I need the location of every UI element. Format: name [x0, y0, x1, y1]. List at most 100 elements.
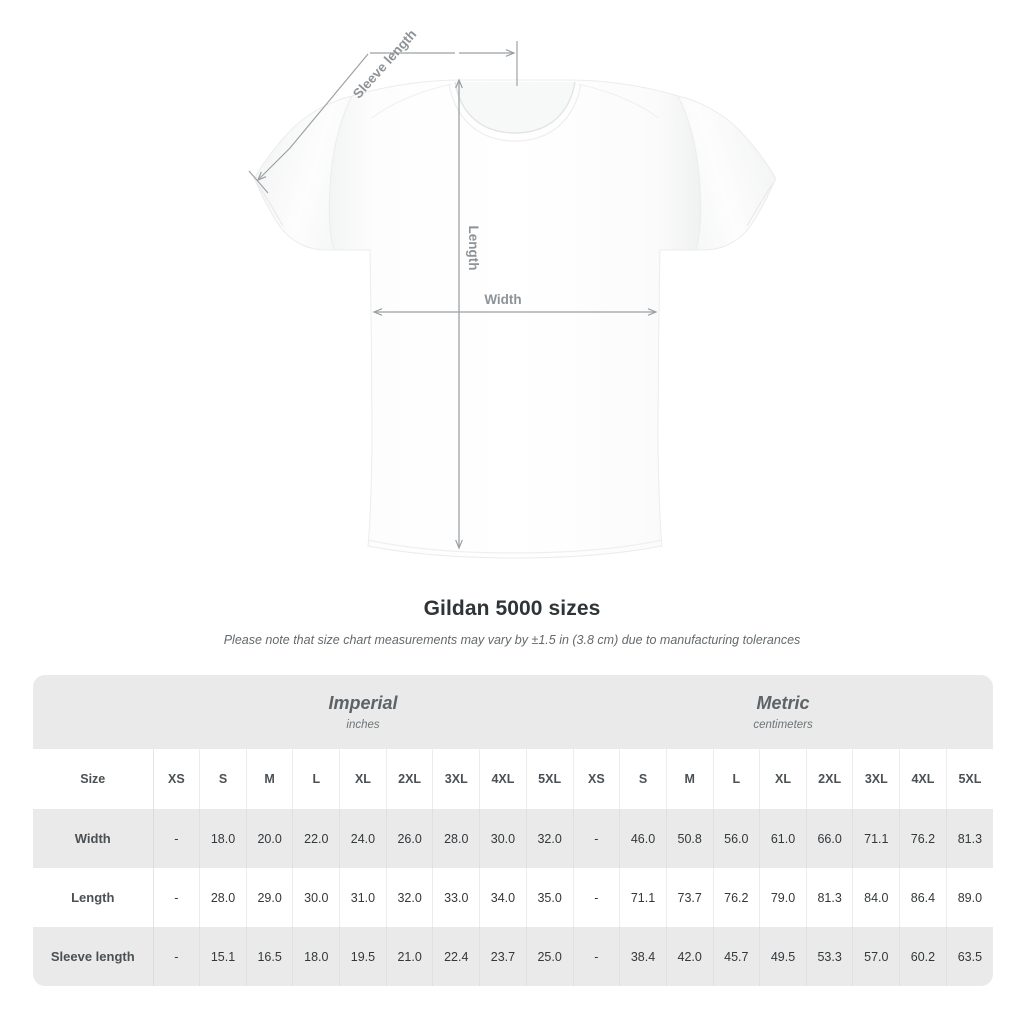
sleeve-length-arrow — [256, 53, 369, 182]
size-header-4xl: 4XL — [899, 749, 947, 809]
cell-sleeve-length-metric-m: 42.0 — [666, 927, 714, 986]
measurement-label-sleeve-length: Sleeve length — [33, 927, 154, 986]
unit-subtitle: centimeters — [753, 718, 813, 731]
table-row: Width -18.0 20.0 22.0 24.0 26.0 28.0 30.0 32.0-4… — [33, 809, 994, 868]
size-header-m: M — [246, 749, 294, 809]
cell-length-metric-s: 71.1 — [619, 868, 667, 927]
table-row: Length -28.0 29.0 30.0 31.0 32.0 33.0 34.0 35.0-… — [33, 868, 994, 927]
unit-group-metric: Metric centimeters — [573, 675, 994, 749]
cell-width-metric-3xl: 71.1 — [852, 809, 901, 868]
cell-sleeve-length-imperial-s: 15.1 — [199, 927, 247, 986]
unit-subtitle: inches — [346, 718, 380, 731]
size-header-l: L — [713, 749, 761, 809]
cell-width-imperial-l: 22.0 — [292, 809, 341, 868]
cell-length-imperial-4xl: 34.0 — [479, 868, 527, 927]
cell-length-metric-5xl: 89.0 — [946, 868, 994, 927]
cell-width-metric-m: 50.8 — [666, 809, 714, 868]
unit-row-spacer — [33, 675, 153, 749]
cell-sleeve-length-imperial-2xl: 21.0 — [386, 927, 434, 986]
table-row: Sleeve length -15.1 16.5 18.0 19.5 21.0 22.4 23… — [33, 927, 994, 986]
cell-width-imperial-xl: 24.0 — [339, 809, 387, 868]
cell-sleeve-length-imperial-xs: - — [153, 927, 201, 986]
cell-width-metric-l: 56.0 — [713, 809, 761, 868]
cell-sleeve-length-metric-2xl: 53.3 — [806, 927, 854, 986]
unit-group-imperial: Imperial inches — [153, 675, 574, 749]
cell-sleeve-length-metric-xl: 49.5 — [759, 927, 807, 986]
size-header-s: S — [619, 749, 667, 809]
tolerance-note: Please note that size chart measurements… — [223, 633, 801, 647]
cell-length-imperial-xl: 31.0 — [339, 868, 387, 927]
cell-length-metric-xl: 79.0 — [759, 868, 807, 927]
neckline — [454, 81, 576, 134]
cell-length-metric-2xl: 81.3 — [806, 868, 854, 927]
cell-width-metric-xl: 61.0 — [759, 809, 807, 868]
cell-length-imperial-m: 29.0 — [246, 868, 294, 927]
bottom-hem — [367, 539, 663, 554]
cell-sleeve-length-metric-l: 45.7 — [713, 927, 761, 986]
size-chart-table-container: Imperial inches Metric centimeters Size XS S M L… — [33, 675, 994, 986]
cell-length-imperial-xs: - — [153, 868, 201, 927]
cell-length-metric-m: 73.7 — [666, 868, 714, 927]
size-header-xs: XS — [573, 749, 621, 809]
measurement-label-width: Width — [33, 809, 154, 868]
cell-width-metric-4xl: 76.2 — [899, 809, 947, 868]
measurement-label-length: Length — [33, 868, 154, 927]
size-header-2xl: 2XL — [806, 749, 854, 809]
size-header-3xl: 3XL — [432, 749, 481, 809]
size-header-m: M — [666, 749, 714, 809]
cell-sleeve-length-imperial-5xl: 25.0 — [526, 927, 574, 986]
size-header-5xl: 5XL — [946, 749, 994, 809]
cell-sleeve-length-imperial-m: 16.5 — [246, 927, 294, 986]
tshirt-diagram: Sleeve length Length Width — [248, 27, 777, 559]
cell-length-metric-4xl: 86.4 — [899, 868, 947, 927]
cell-width-metric-5xl: 81.3 — [946, 809, 994, 868]
size-header-s: S — [199, 749, 247, 809]
cell-width-imperial-3xl: 28.0 — [432, 809, 481, 868]
sleeve-length-tick — [248, 170, 269, 194]
left-sleeve-hem — [255, 181, 284, 227]
size-header-row: Size XS S M L XL 2XL 3XL 4XL 5XL XS S M L XL 2XL 3XL 4XL 5… — [33, 749, 994, 809]
cell-length-imperial-5xl: 35.0 — [526, 868, 574, 927]
cell-width-metric-s: 46.0 — [619, 809, 667, 868]
cell-length-metric-xs: - — [573, 868, 621, 927]
size-header-3xl: 3XL — [852, 749, 901, 809]
unit-name: Imperial — [328, 692, 398, 713]
cell-sleeve-length-imperial-3xl: 22.4 — [432, 927, 481, 986]
right-shoulder-seam — [577, 83, 659, 119]
shirt-shape — [253, 79, 777, 559]
size-chart-table: Imperial inches Metric centimeters Size XS S M L… — [33, 675, 994, 986]
cell-width-imperial-m: 20.0 — [246, 809, 294, 868]
size-header-xs: XS — [153, 749, 201, 809]
cell-sleeve-length-metric-xs: - — [573, 927, 621, 986]
chart-header: Gildan 5000 sizes Please note that size … — [0, 595, 1024, 648]
cell-length-imperial-3xl: 33.0 — [432, 868, 481, 927]
unit-system-row: Imperial inches Metric centimeters — [33, 675, 994, 749]
cell-sleeve-length-metric-s: 38.4 — [619, 927, 667, 986]
cell-width-imperial-xs: - — [153, 809, 201, 868]
tshirt-illustration: Sleeve length Length Width — [248, 27, 777, 559]
shirt-body — [328, 79, 702, 559]
size-header-2xl: 2XL — [386, 749, 434, 809]
cell-length-imperial-2xl: 32.0 — [386, 868, 434, 927]
measurement-guides — [248, 41, 658, 550]
cell-sleeve-length-imperial-xl: 19.5 — [339, 927, 387, 986]
size-header-xl: XL — [759, 749, 807, 809]
cell-length-metric-l: 76.2 — [713, 868, 761, 927]
size-column-header: Size — [33, 749, 154, 809]
cell-sleeve-length-imperial-l: 18.0 — [292, 927, 341, 986]
cell-sleeve-length-metric-5xl: 63.5 — [946, 927, 994, 986]
cell-width-imperial-s: 18.0 — [199, 809, 247, 868]
cell-length-metric-3xl: 84.0 — [852, 868, 901, 927]
unit-name: Metric — [756, 692, 810, 713]
cell-width-imperial-4xl: 30.0 — [479, 809, 527, 868]
right-sleeve-hem — [746, 181, 775, 227]
size-header-4xl: 4XL — [479, 749, 527, 809]
cell-sleeve-length-metric-4xl: 60.2 — [899, 927, 947, 986]
cell-width-metric-2xl: 66.0 — [806, 809, 854, 868]
cell-width-metric-xs: - — [573, 809, 621, 868]
size-header-l: L — [292, 749, 341, 809]
width-label: Width — [484, 292, 521, 307]
length-label: Length — [466, 226, 481, 271]
cell-width-imperial-2xl: 26.0 — [386, 809, 434, 868]
size-header-xl: XL — [339, 749, 387, 809]
